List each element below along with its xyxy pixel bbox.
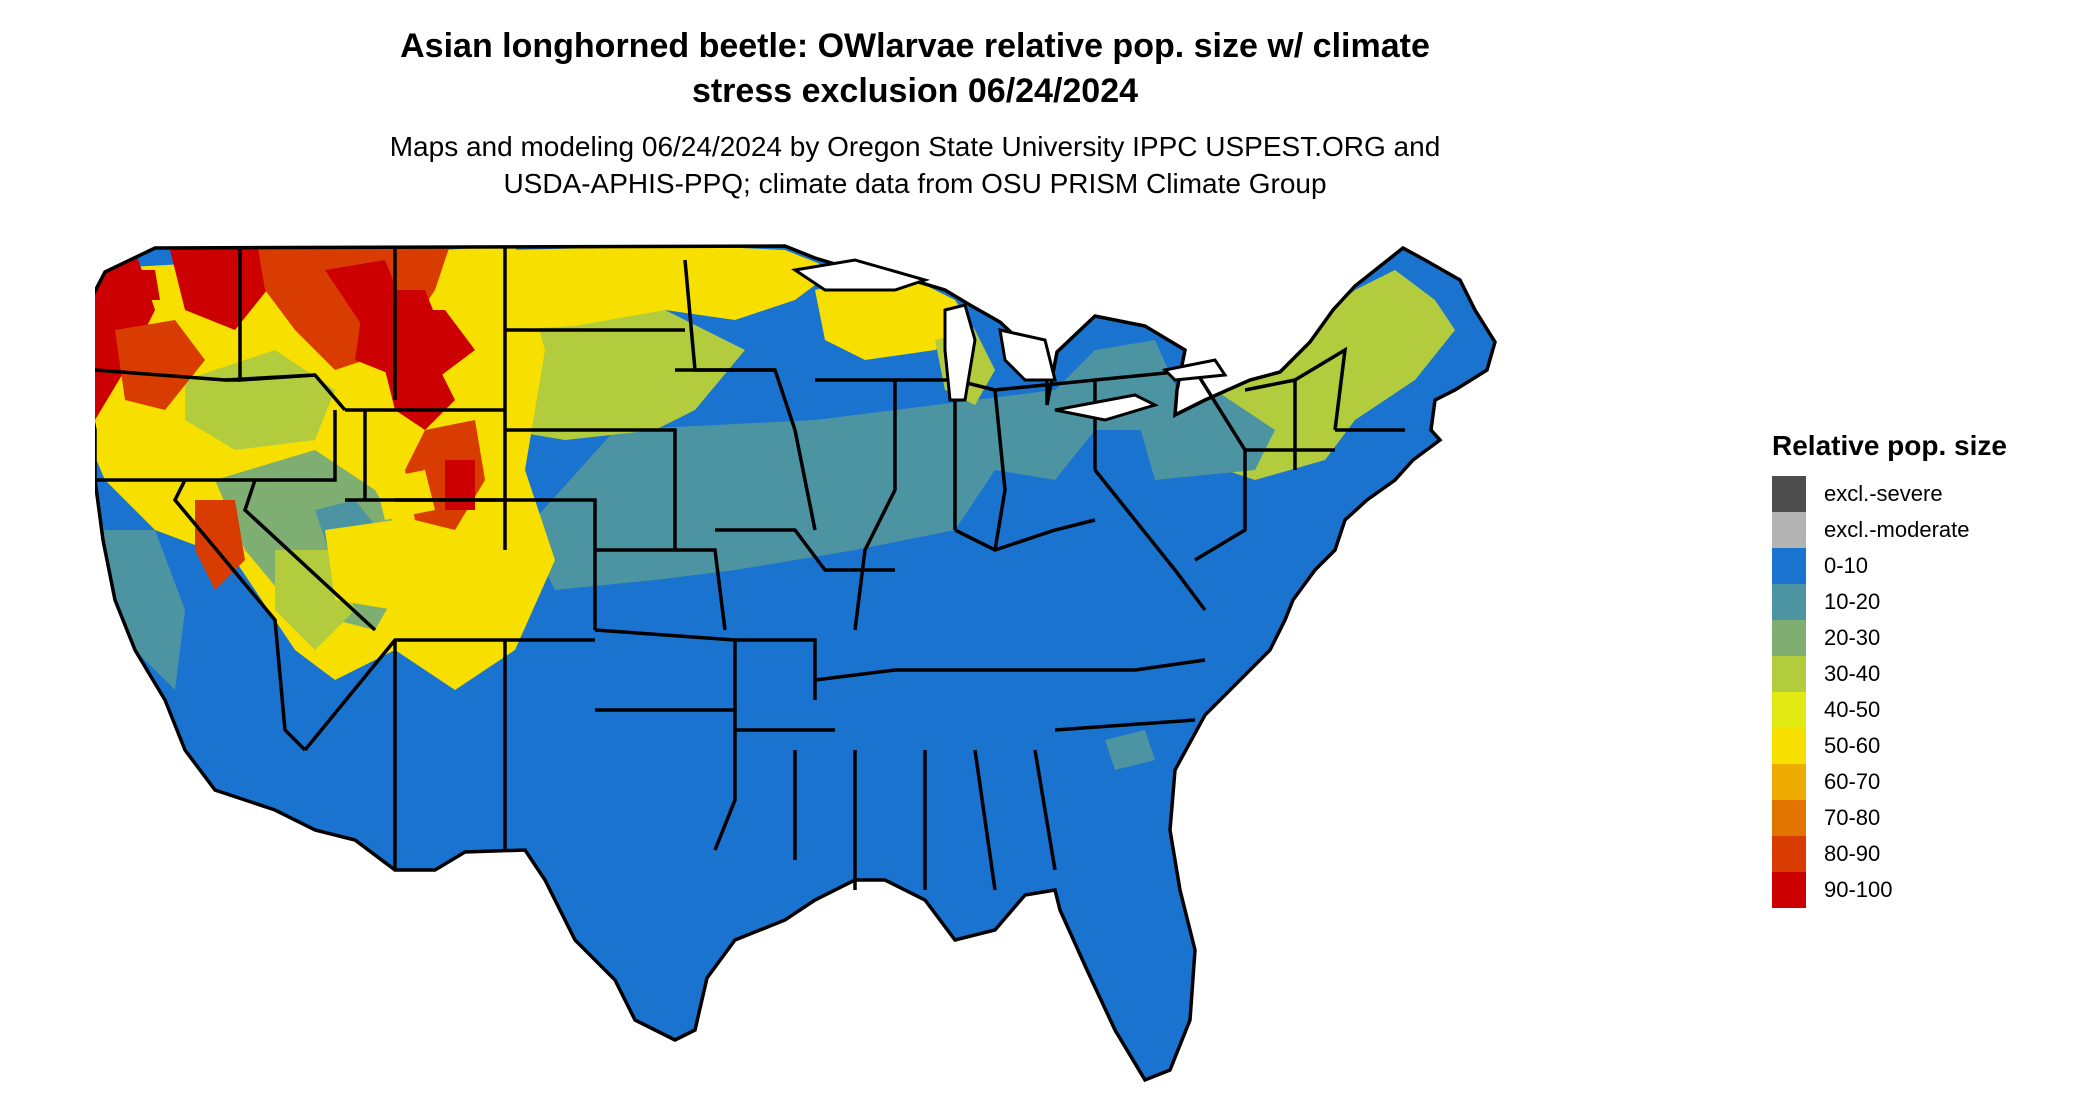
legend-swatch xyxy=(1772,800,1806,836)
map-subtitle: Maps and modeling 06/24/2024 by Oregon S… xyxy=(280,128,1550,202)
region-90-100-cascades xyxy=(95,250,155,420)
lake-erie xyxy=(1054,393,1160,422)
region-10-20-california xyxy=(95,530,185,690)
legend-label: 20-30 xyxy=(1824,625,1881,650)
legend-items: excl.-severe excl.-moderate 0-10 10-20 20-30… xyxy=(1772,476,2072,908)
legend-label: 30-40 xyxy=(1824,661,1881,686)
lake-ontario xyxy=(1161,358,1228,382)
region-50-60-wisconsin xyxy=(815,270,975,360)
legend-title: Relative pop. size xyxy=(1772,430,2007,461)
legend-item: 50-60 xyxy=(1772,728,2072,764)
region-50-60-nm xyxy=(325,520,425,610)
lake-huron xyxy=(998,328,1057,382)
legend-item: 80-90 xyxy=(1772,836,2072,872)
region-10-20-midwest xyxy=(525,340,1195,590)
legend-label: excl.-severe xyxy=(1824,481,1943,506)
legend-label: 40-50 xyxy=(1824,697,1881,722)
legend-item: 10-20 xyxy=(1772,584,2072,620)
region-30-40-dakotas xyxy=(505,310,745,440)
region-90-100-wyoming xyxy=(385,360,455,430)
legend-label: excl.-moderate xyxy=(1824,517,1970,542)
legend-label: 50-60 xyxy=(1824,733,1881,758)
map-title: Asian longhorned beetle: OWlarvae relati… xyxy=(280,24,1550,114)
legend-swatch xyxy=(1772,872,1806,908)
legend-label: 70-80 xyxy=(1824,805,1881,830)
title-line-2: stress exclusion 06/24/2024 xyxy=(691,72,1139,110)
legend-swatch xyxy=(1772,620,1806,656)
subtitle-line-1: Maps and modeling 06/24/2024 by Oregon S… xyxy=(389,131,1441,162)
region-50-60-sw2 xyxy=(375,470,435,520)
region-10-20-appalachia xyxy=(1105,730,1155,770)
title-line-1: Asian longhorned beetle: OWlarvae relati… xyxy=(400,27,1430,65)
legend-swatch xyxy=(1772,764,1806,800)
legend-swatch xyxy=(1772,548,1806,584)
legend-label: 10-20 xyxy=(1824,589,1881,614)
legend-item: 40-50 xyxy=(1772,692,2072,728)
legend-item: 70-80 xyxy=(1772,800,2072,836)
region-50-60-north xyxy=(505,246,835,330)
legend-item: 30-40 xyxy=(1772,656,2072,692)
legend-swatch xyxy=(1772,728,1806,764)
region-90-100-olympic xyxy=(135,270,160,300)
lake-michigan xyxy=(943,303,977,402)
legend-item: excl.-severe xyxy=(1772,476,2072,512)
subtitle-line-2: USDA-APHIS-PPQ; climate data from OSU PR… xyxy=(503,168,1327,199)
legend: Relative pop. size excl.-severe excl.-mod… xyxy=(1772,430,2072,908)
great-lakes xyxy=(791,258,1228,422)
legend-swatch xyxy=(1772,836,1806,872)
legend-swatch xyxy=(1772,692,1806,728)
legend-swatch xyxy=(1772,656,1806,692)
state-borders xyxy=(95,244,1497,1083)
legend-item: 90-100 xyxy=(1772,872,2072,908)
region-80-90-oregon xyxy=(115,320,205,410)
region-90-100-wa xyxy=(165,246,275,330)
legend-label: 60-70 xyxy=(1824,769,1881,794)
legend-item: excl.-moderate xyxy=(1772,512,2072,548)
legend-label: 90-100 xyxy=(1824,877,1893,902)
region-90-100-yellowstone xyxy=(365,310,475,380)
legend-item: 0-10 xyxy=(1772,548,2072,584)
lake-superior xyxy=(791,258,931,292)
region-90-100-colorado xyxy=(445,460,475,510)
legend-label: 80-90 xyxy=(1824,841,1881,866)
legend-swatch xyxy=(1772,476,1806,512)
us-map xyxy=(95,244,1497,1083)
legend-swatch xyxy=(1772,584,1806,620)
legend-item: 60-70 xyxy=(1772,764,2072,800)
legend-swatch xyxy=(1772,512,1806,548)
legend-item: 20-30 xyxy=(1772,620,2072,656)
legend-label: 0-10 xyxy=(1824,553,1869,578)
region-10-20-newyork xyxy=(1135,390,1275,480)
